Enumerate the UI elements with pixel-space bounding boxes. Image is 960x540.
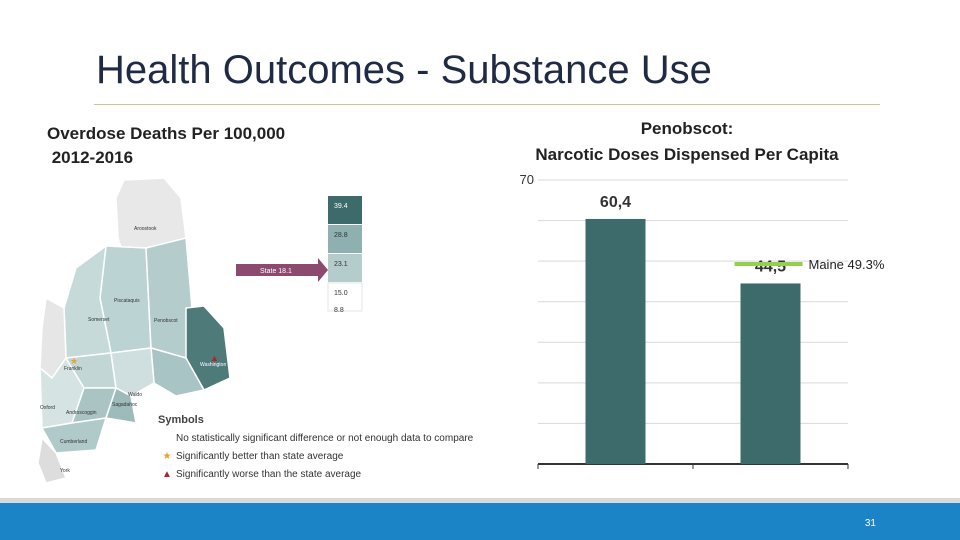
legend-row: No statistically significant difference … bbox=[158, 430, 473, 448]
scale-swatch bbox=[328, 225, 362, 253]
star-icon: ★ bbox=[70, 356, 78, 366]
bar bbox=[585, 218, 646, 464]
title-divider bbox=[94, 104, 880, 105]
maine-county-map: Aroostook Piscataquis Penobscot Somerset… bbox=[36, 177, 516, 490]
county-label: Aroostook bbox=[134, 226, 157, 232]
maine-reference-label: Maine 49.3% bbox=[809, 257, 885, 272]
scale-swatch bbox=[328, 254, 362, 282]
county-label: Waldo bbox=[128, 392, 142, 398]
chart-title-line1: Penobscot: bbox=[640, 119, 734, 138]
state-average-arrow bbox=[236, 258, 328, 282]
county-label: Franklin bbox=[64, 366, 82, 372]
scale-value: 23.1 bbox=[334, 261, 348, 268]
county-label: Sagadahoc bbox=[112, 402, 138, 408]
legend-text: No statistically significant difference … bbox=[176, 433, 474, 444]
county-label: Oxford bbox=[40, 405, 55, 411]
legend-row: ▲ Significantly worse than the state ave… bbox=[158, 466, 473, 484]
scale-swatch bbox=[328, 196, 362, 224]
bar-data-label: 60,4 bbox=[600, 194, 631, 211]
footer-divider bbox=[0, 498, 960, 503]
legend-title: Symbols bbox=[158, 414, 204, 426]
y-tick-label: 70 bbox=[520, 172, 534, 187]
scale-value: 8.8 bbox=[334, 307, 344, 314]
scale-value: 15.0 bbox=[334, 290, 348, 297]
scale-value: 28.8 bbox=[334, 232, 348, 239]
map-heading: Overdose Deaths Per 100,000 2012-2016 bbox=[47, 124, 286, 167]
chart-title: Penobscot: Narcotic Doses Dispensed Per … bbox=[490, 116, 884, 168]
county-label: Piscataquis bbox=[114, 298, 140, 304]
county-label: Somerset bbox=[88, 317, 110, 323]
legend-text: Significantly worse than the state avera… bbox=[176, 469, 362, 480]
legend-text: Significantly better than state average bbox=[176, 451, 344, 462]
county-label: Penobscot bbox=[154, 318, 178, 324]
map-legend: Symbols No statistically significant dif… bbox=[158, 414, 473, 484]
footer-bar bbox=[0, 503, 960, 540]
star-icon: ★ bbox=[162, 451, 172, 462]
slide-title: Health Outcomes - Substance Use bbox=[96, 48, 712, 92]
bar bbox=[740, 283, 801, 464]
bar-data-label: 44,5 bbox=[755, 258, 786, 275]
county-label: Washington bbox=[200, 362, 226, 368]
legend-row: ★ Significantly better than state averag… bbox=[158, 448, 473, 466]
warning-triangle-icon: ▲ bbox=[162, 469, 172, 480]
state-average-label: State 18.1 bbox=[260, 268, 292, 275]
county-label: York bbox=[60, 468, 70, 474]
scale-swatch bbox=[327, 282, 363, 312]
chart-title-line2: Narcotic Doses Dispensed Per Capita bbox=[535, 145, 839, 164]
map-svg: Aroostook Piscataquis Penobscot Somerset… bbox=[37, 177, 363, 484]
scale-value: 39.4 bbox=[334, 203, 348, 210]
warning-triangle-icon: ▲ bbox=[210, 353, 219, 363]
county-label: Androscoggin bbox=[66, 410, 97, 416]
page-number: 31 bbox=[864, 518, 876, 529]
county-label: Cumberland bbox=[60, 439, 87, 445]
